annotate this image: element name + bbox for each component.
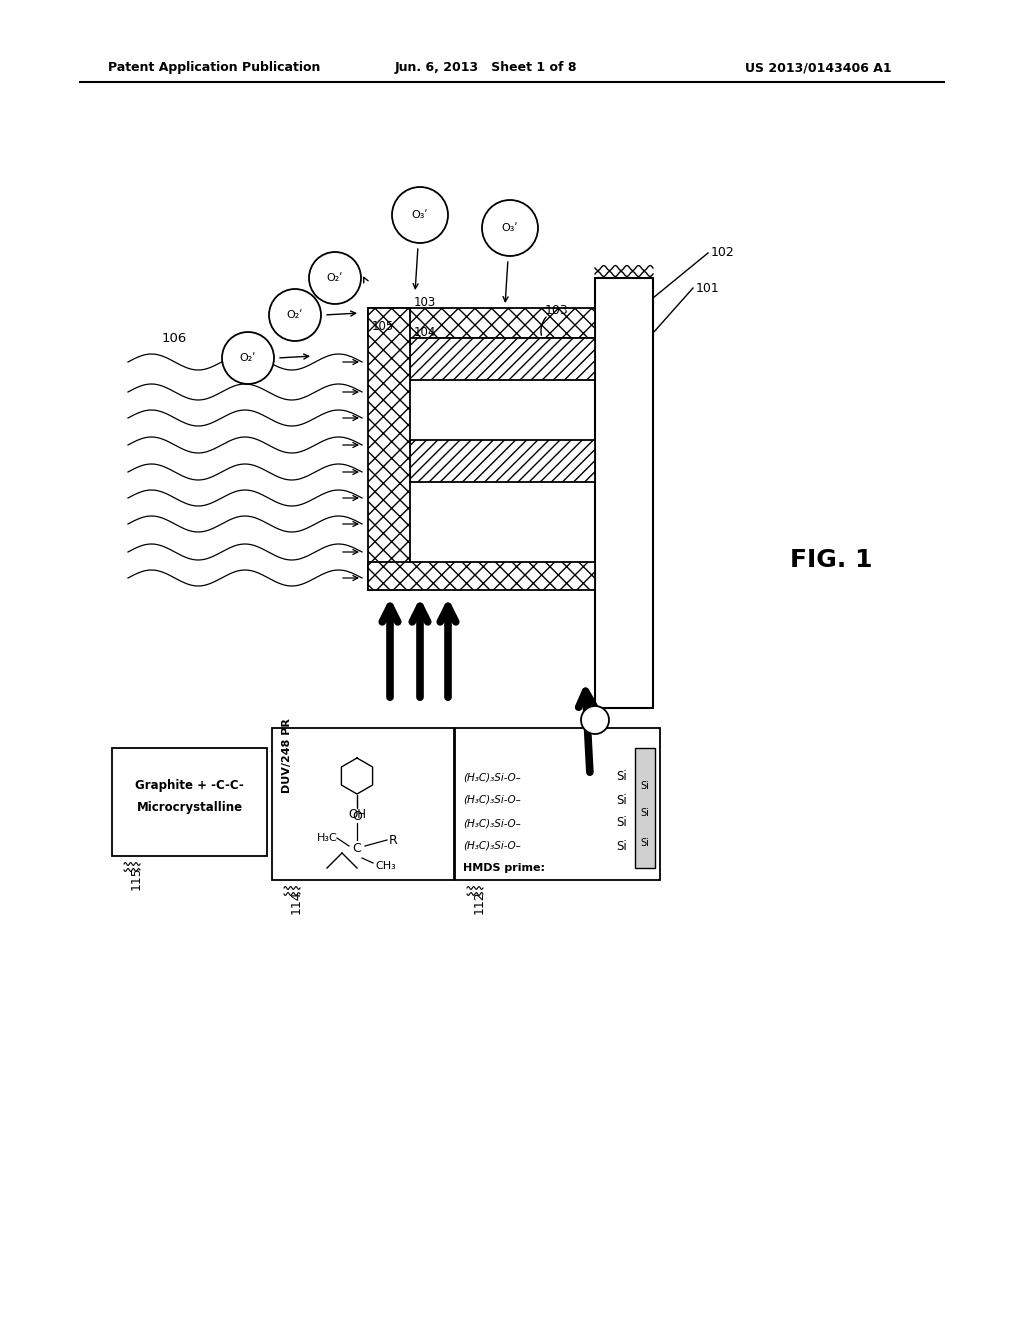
Text: CH₃: CH₃ <box>375 861 395 871</box>
Text: 115: 115 <box>130 866 143 890</box>
Circle shape <box>392 187 449 243</box>
Text: FIG. 1: FIG. 1 <box>790 548 872 572</box>
Text: 112: 112 <box>473 890 486 913</box>
Bar <box>410 338 595 380</box>
Text: 114: 114 <box>290 890 303 913</box>
Text: Si: Si <box>641 808 649 818</box>
Circle shape <box>309 252 361 304</box>
Text: O: O <box>352 809 361 822</box>
Bar <box>112 748 267 855</box>
Circle shape <box>222 333 274 384</box>
Text: H₃C: H₃C <box>316 833 337 843</box>
Bar <box>595 279 653 708</box>
Text: Si: Si <box>641 781 649 791</box>
Text: Jun. 6, 2013   Sheet 1 of 8: Jun. 6, 2013 Sheet 1 of 8 <box>395 62 578 74</box>
Text: 102: 102 <box>711 247 735 260</box>
Text: (H₃C)₃Si-O–: (H₃C)₃Si-O– <box>463 795 521 805</box>
Bar <box>272 729 454 880</box>
Bar <box>410 440 595 482</box>
Bar <box>368 562 595 590</box>
Text: Si: Si <box>616 840 628 853</box>
Text: Si: Si <box>616 793 628 807</box>
Text: 103: 103 <box>545 304 568 317</box>
Text: (H₃C)₃Si-O–: (H₃C)₃Si-O– <box>463 772 521 781</box>
Text: 105: 105 <box>372 319 394 333</box>
Circle shape <box>269 289 321 341</box>
Text: Si: Si <box>616 771 628 784</box>
Text: (H₃C)₃Si-O–: (H₃C)₃Si-O– <box>463 841 521 851</box>
Text: O₃ʹ: O₃ʹ <box>502 223 518 234</box>
Text: O₂ʹ: O₂ʹ <box>240 352 256 363</box>
Text: O₂ʹ: O₂ʹ <box>287 310 303 319</box>
Text: O₃ʹ: O₃ʹ <box>412 210 428 220</box>
Text: R: R <box>389 833 397 846</box>
Text: DUV/248 PR: DUV/248 PR <box>282 718 292 793</box>
Text: 101: 101 <box>696 281 720 294</box>
Bar <box>368 308 410 590</box>
Text: 106: 106 <box>162 331 187 345</box>
Text: Microcrystalline: Microcrystalline <box>136 801 243 814</box>
Text: Graphite + -C-C-: Graphite + -C-C- <box>135 780 244 792</box>
Text: Si: Si <box>641 838 649 847</box>
Bar <box>368 308 595 338</box>
Text: O₂ʹ: O₂ʹ <box>327 273 343 282</box>
Text: HMDS prime:: HMDS prime: <box>463 863 545 873</box>
Text: C: C <box>352 842 361 854</box>
Circle shape <box>581 706 609 734</box>
Text: US 2013/0143406 A1: US 2013/0143406 A1 <box>745 62 892 74</box>
Text: Si: Si <box>616 817 628 829</box>
Text: OH: OH <box>348 808 366 821</box>
Bar <box>455 729 660 880</box>
Text: Patent Application Publication: Patent Application Publication <box>108 62 321 74</box>
Text: (H₃C)₃Si-O–: (H₃C)₃Si-O– <box>463 818 521 828</box>
Text: 104: 104 <box>414 326 436 339</box>
Text: 103: 103 <box>414 297 436 309</box>
Bar <box>635 748 655 869</box>
Circle shape <box>482 201 538 256</box>
